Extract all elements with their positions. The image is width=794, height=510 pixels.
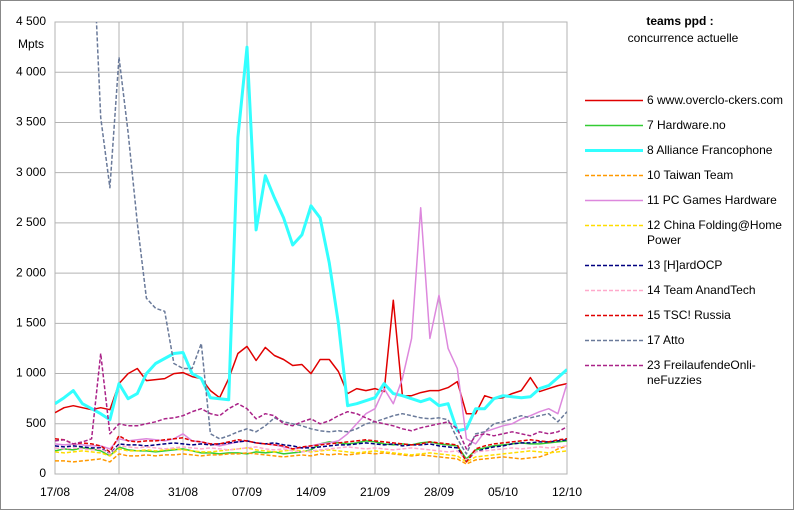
series-line: [55, 440, 567, 460]
legend-swatch: [585, 339, 643, 342]
legend-label: 14 Team AnandTech: [647, 283, 756, 297]
series-line: [55, 445, 567, 461]
legend-swatch: [585, 149, 643, 152]
legend-label: 17 Atto: [647, 333, 685, 347]
y-axis-label: Mpts: [18, 37, 44, 51]
legend-entry: 23 FreilaufendeOnli-neFuzzies: [585, 358, 790, 388]
series-line: [55, 435, 567, 463]
chart-subtitle: concurrence actuelle: [628, 31, 739, 45]
legend-label: 11 PC Games Hardware: [647, 193, 777, 207]
x-tick-label: 28/09: [424, 485, 454, 499]
legend-swatch: [585, 264, 643, 267]
y-tick-label: 2 000: [16, 265, 46, 279]
y-tick-label: 4 000: [16, 64, 46, 78]
y-tick-label: 500: [26, 416, 46, 430]
y-tick-label: 2 500: [16, 215, 46, 229]
series-line: [55, 299, 567, 415]
y-tick-label: 4 500: [16, 14, 46, 28]
legend-label: 7 Hardware.no: [647, 118, 726, 132]
x-tick-label: 17/08: [40, 485, 70, 499]
y-tick-label: 3 000: [16, 165, 46, 179]
x-tick-label: 05/10: [488, 485, 518, 499]
legend-label: 12 China Folding@Home Power: [647, 218, 782, 247]
x-tick-label: 24/08: [104, 485, 134, 499]
legend-label: 8 Alliance Francophone: [647, 143, 773, 157]
series-line: [55, 352, 567, 450]
legend-swatch: [585, 199, 643, 202]
legend-entry: 6 www.overclo-ckers.com: [585, 93, 790, 108]
legend-swatch: [585, 99, 643, 102]
legend-label: 13 [H]ardOCP: [647, 258, 723, 272]
legend-entry: 15 TSC! Russia: [585, 308, 790, 323]
series-group: [55, 22, 567, 465]
legend-entry: 13 [H]ardOCP: [585, 258, 790, 273]
chart-title: teams ppd :: [646, 14, 713, 28]
series-line: [55, 447, 567, 463]
legend: 6 www.overclo-ckers.com 7 Hardware.no 8 Al…: [585, 93, 790, 398]
legend-entry: 12 China Folding@Home Power: [585, 218, 790, 248]
y-tick-label: 1 500: [16, 316, 46, 330]
x-tick-label: 31/08: [168, 485, 198, 499]
x-tick-label: 07/09: [232, 485, 262, 499]
x-tick-label: 21/09: [360, 485, 390, 499]
legend-swatch: [585, 124, 643, 127]
legend-entry: 7 Hardware.no: [585, 118, 790, 133]
x-tick-label: 12/10: [552, 485, 582, 499]
y-tick-label: 1 000: [16, 366, 46, 380]
y-tick-label: 0: [39, 466, 46, 480]
series-line: [55, 439, 567, 462]
y-tick-label: 3 500: [16, 115, 46, 129]
legend-swatch: [585, 314, 643, 317]
legend-entry: 11 PC Games Hardware: [585, 193, 790, 208]
legend-label: 23 FreilaufendeOnli-neFuzzies: [647, 358, 756, 387]
legend-swatch: [585, 224, 643, 227]
legend-swatch: [585, 364, 643, 367]
legend-swatch: [585, 289, 643, 292]
series-line: [55, 45, 567, 433]
legend-entry: 10 Taiwan Team: [585, 168, 790, 183]
legend-label: 6 www.overclo-ckers.com: [647, 93, 784, 107]
series-line: [55, 445, 567, 465]
x-tick-label: 14/09: [296, 485, 326, 499]
legend-label: 10 Taiwan Team: [647, 168, 734, 182]
legend-entry: 14 Team AnandTech: [585, 283, 790, 298]
series-line: [95, 22, 567, 455]
legend-swatch: [585, 174, 643, 177]
legend-label: 15 TSC! Russia: [647, 308, 731, 322]
legend-entry: 17 Atto: [585, 333, 790, 348]
legend-entry: 8 Alliance Francophone: [585, 143, 790, 158]
